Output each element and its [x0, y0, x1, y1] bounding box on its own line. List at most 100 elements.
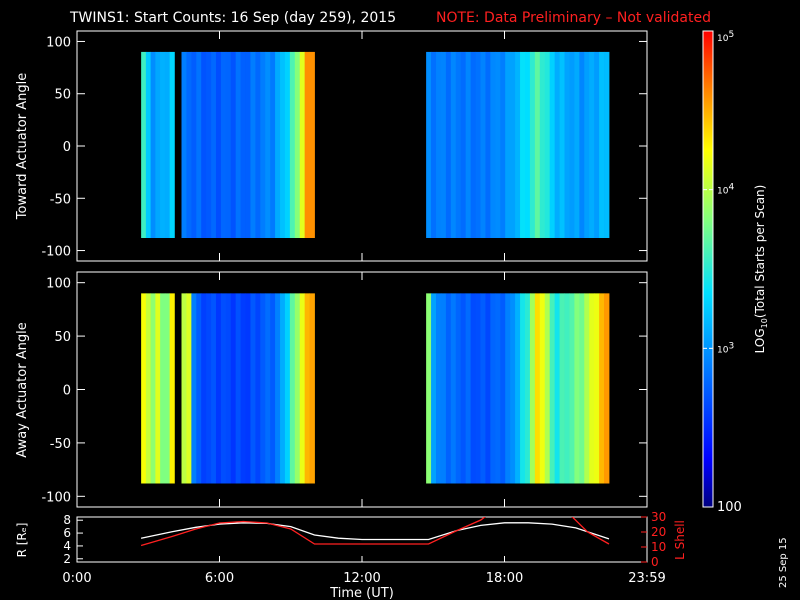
- away-heatmap-cell: [520, 293, 526, 484]
- away-heatmap-cell: [515, 293, 521, 484]
- colorbar-label-rest: (Total Starts per Scan): [753, 185, 767, 319]
- away-heatmap-cell: [155, 293, 161, 484]
- away-y-axis: 100 50 0 -50 -100: [41, 277, 647, 505]
- toward-heatmap-cell: [260, 51, 266, 238]
- toward-heatmap-cell: [289, 51, 296, 238]
- toward-heatmap-cell: [294, 51, 301, 238]
- toward-heatmap-cell: [559, 51, 565, 238]
- away-heatmap-cell: [426, 293, 432, 484]
- date-stamp: 25 Sep 15: [778, 537, 789, 588]
- toward-heatmap-cell: [604, 51, 610, 238]
- toward-heatmap-cell: [485, 51, 491, 238]
- toward-heatmap-cell: [160, 51, 166, 238]
- toward-y-tick-label: -100: [41, 245, 71, 260]
- toward-y-tick-label: 100: [46, 35, 71, 50]
- toward-heatmap-cell: [225, 51, 232, 238]
- away-heatmap-cell: [235, 293, 242, 484]
- toward-heatmap-cell: [201, 51, 207, 238]
- toward-heatmap-cell: [515, 51, 521, 238]
- away-panel: 100 50 0 -50 -100 Away Actuator Angle: [15, 271, 648, 508]
- away-heatmap-cell: [250, 293, 256, 484]
- toward-panel: 100 50 0 -50 -100 Toward Actuator Angle: [15, 30, 648, 262]
- away-heatmap-cell: [181, 293, 187, 484]
- away-heatmap-cell: [294, 293, 301, 484]
- away-heatmap-cell: [280, 293, 286, 484]
- toward-heatmap-cell: [220, 51, 227, 238]
- away-heatmap-cell: [599, 293, 605, 484]
- toward-heatmap-cell: [255, 51, 261, 238]
- toward-heatmap-cell: [465, 51, 472, 238]
- away-heatmap-cell: [255, 293, 261, 484]
- away-heatmap-cell: [191, 293, 197, 484]
- lshell-series-line: [140, 517, 486, 547]
- colorbar-label-log: LOG: [753, 328, 767, 353]
- toward-heatmap-cell: [206, 51, 212, 238]
- toward-heatmap-cell: [549, 51, 556, 238]
- toward-heatmap-cell: [445, 51, 452, 238]
- toward-heatmap-cell: [455, 51, 462, 238]
- toward-heatmap-cell: [141, 51, 147, 238]
- away-x-axis: [76, 272, 648, 507]
- radius-tick-label: 4: [63, 539, 71, 553]
- toward-heatmap-cell: [594, 51, 600, 238]
- away-heatmap-cell: [196, 293, 202, 484]
- toward-heatmap-cell: [579, 51, 585, 238]
- time-tick-label: 12:00: [343, 571, 380, 586]
- toward-heatmap-cell: [539, 51, 546, 238]
- toward-heatmap-cell: [215, 51, 222, 238]
- away-heatmap-cell: [431, 293, 437, 484]
- toward-heatmap-cell: [309, 51, 315, 238]
- toward-heatmap-cell: [145, 51, 152, 238]
- away-heatmap-cell: [275, 293, 281, 484]
- toward-heatmap-cell: [155, 51, 161, 238]
- colorbar-tick-label: 100: [717, 500, 742, 515]
- toward-heatmap-cell: [250, 51, 256, 238]
- lshell-tick-label: 10: [651, 540, 666, 554]
- toward-heatmap-cell: [564, 51, 570, 238]
- away-heatmap-cell: [554, 293, 560, 484]
- toward-heatmap-cell: [510, 51, 516, 238]
- toward-heatmap-cell: [181, 51, 187, 238]
- toward-heatmap-cell: [191, 51, 197, 238]
- away-heatmap-cell: [584, 293, 590, 484]
- away-heatmap-cell: [534, 293, 541, 484]
- colorbar-label: LOG10(Total Starts per Scan): [753, 185, 769, 354]
- away-heatmap-cell: [220, 293, 227, 484]
- away-heatmap-cell: [470, 293, 476, 484]
- away-heatmap-cell: [299, 293, 306, 484]
- away-heatmap-cell: [579, 293, 585, 484]
- radius-tick-label: 2: [63, 552, 71, 566]
- toward-heatmap-cell: [569, 51, 575, 238]
- away-heatmap-cell: [145, 293, 152, 484]
- away-y-tick-label: 0: [63, 384, 71, 399]
- toward-heatmap-cell: [599, 51, 605, 238]
- away-heatmap-cell: [215, 293, 222, 484]
- toward-y-tick-label: 0: [63, 140, 71, 155]
- away-heatmap-cell: [574, 293, 580, 484]
- lshell-tick-label: 30: [651, 510, 666, 524]
- away-heatmap-cell: [455, 293, 462, 484]
- away-heatmap-cell: [284, 293, 291, 484]
- toward-heatmap-cell: [529, 51, 536, 238]
- away-heatmap-cell: [480, 293, 486, 484]
- toward-heatmap-cell: [426, 51, 432, 238]
- toward-heatmap-cell: [235, 51, 242, 238]
- lshell-series-line: [571, 517, 610, 545]
- toward-heatmap-cell: [186, 51, 192, 238]
- toward-heatmap-cell: [240, 51, 246, 238]
- time-tick-label: 6:00: [205, 571, 234, 586]
- radius-tick-label: 6: [63, 526, 71, 540]
- away-heatmap-cell: [594, 293, 600, 484]
- data-preliminary-note: NOTE: Data Preliminary – Not validated: [436, 10, 711, 26]
- time-tick-label: 0:00: [62, 571, 91, 586]
- toward-y-label: Toward Actuator Angle: [15, 73, 30, 220]
- toward-heatmap-cell: [436, 51, 442, 238]
- away-heatmap-cell: [450, 293, 457, 484]
- away-heatmap-cell: [206, 293, 212, 484]
- away-heatmap-cell: [186, 293, 192, 484]
- toward-heatmap-cell: [505, 51, 511, 238]
- away-heatmap-cell: [505, 293, 511, 484]
- away-heatmap-cell: [529, 293, 536, 484]
- away-heatmap-cell: [460, 293, 467, 484]
